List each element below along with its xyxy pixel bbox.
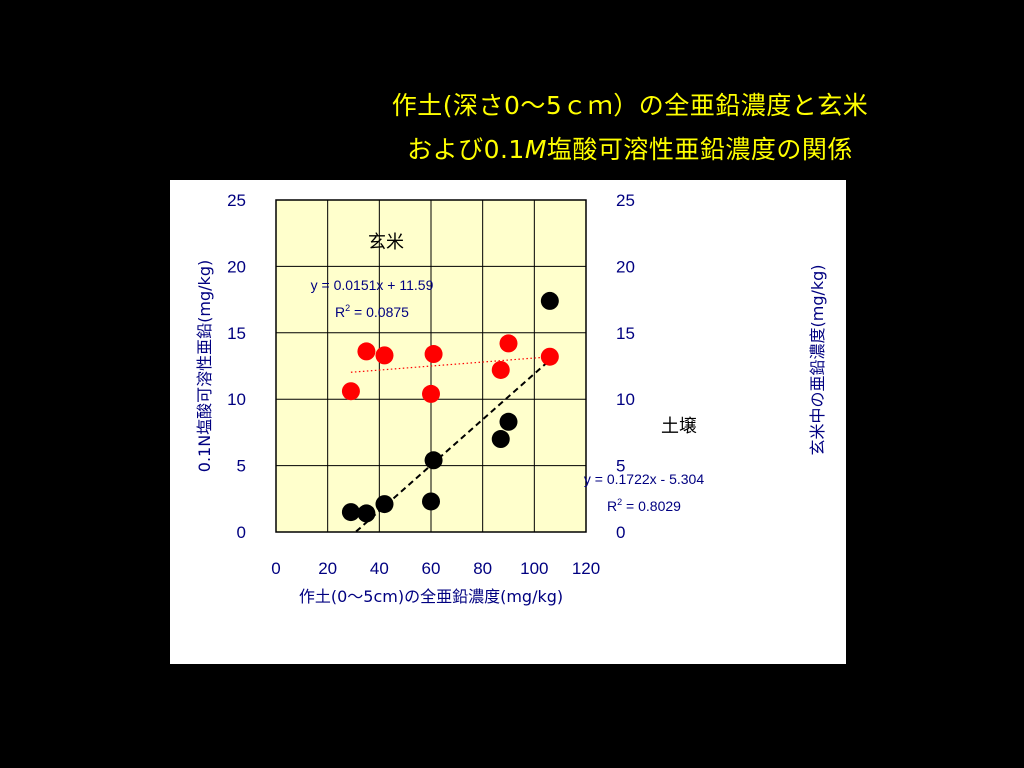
x-tick-label: 60 <box>422 559 441 578</box>
title-line-1: 作土(深さ0〜5ｃｍ）の全亜鉛濃度と玄米 <box>391 91 869 120</box>
point-series-1 <box>424 451 443 470</box>
y-left-tick-label: 15 <box>227 324 246 343</box>
y-right-tick-label: 0 <box>616 523 625 542</box>
point-series-1 <box>540 291 559 310</box>
point-series-0 <box>491 360 510 379</box>
y-right-tick-label: 10 <box>616 390 635 409</box>
chart-panel: 0 20 40 60 80 100 120 0 0 5 5 10 10 15 15 20 20 25 25 作土(0… <box>170 180 846 664</box>
y-right-tick-label: 20 <box>616 257 635 276</box>
data-points <box>341 291 559 523</box>
y-left-tick-label: 20 <box>227 257 246 276</box>
series-label: 玄米 <box>368 232 404 253</box>
title-line-2-part-a: および0.1 <box>407 135 525 164</box>
point-series-1 <box>499 412 518 431</box>
x-tick-label: 100 <box>520 559 548 578</box>
x-tick-label: 40 <box>370 559 389 578</box>
point-series-0 <box>375 346 394 365</box>
y-right-axis-label: 玄米中の亜鉛濃度(mg/kg) <box>808 264 827 455</box>
y-left-tick-label: 10 <box>227 390 246 409</box>
trend-r-squared: R2 = 0.8029 <box>607 497 681 514</box>
y-left-axis-label: 0.1N塩酸可溶性亜鉛(mg/kg) <box>195 260 214 472</box>
scatter-chart: 0 20 40 60 80 100 120 0 0 5 5 10 10 15 15 20 20 25 25 作土(0… <box>195 191 827 606</box>
series-label: 土壌 <box>661 416 697 437</box>
point-series-1 <box>357 504 376 523</box>
title-line-2: および0.1M塩酸可溶性亜鉛濃度の関係 <box>300 128 960 172</box>
trend-r-squared: R2 = 0.0875 <box>335 303 409 320</box>
point-series-0 <box>540 347 559 366</box>
point-series-0 <box>341 382 360 401</box>
trend-equation: y = 0.0151x + 11.59 <box>311 277 434 293</box>
point-series-0 <box>499 334 518 353</box>
tick-labels: 0 20 40 60 80 100 120 0 0 5 5 10 10 15 15 20 20 25 25 <box>227 191 635 578</box>
y-right-tick-label: 5 <box>616 457 625 476</box>
point-series-0 <box>422 384 440 403</box>
y-right-tick-label: 25 <box>616 191 635 210</box>
point-series-1 <box>375 495 394 514</box>
axis-labels: 作土(0〜5cm)の全亜鉛濃度(mg/kg) 0.1N塩酸可溶性亜鉛(mg/kg)… <box>195 260 827 606</box>
y-right-tick-label: 15 <box>616 324 635 343</box>
x-tick-label: 120 <box>572 559 600 578</box>
trend-equation: y = 0.1722x - 5.304 <box>584 471 704 487</box>
x-tick-label: 0 <box>271 559 280 578</box>
y-left-tick-label: 25 <box>227 191 246 210</box>
y-left-tick-label: 5 <box>237 457 246 476</box>
point-series-0 <box>357 342 376 361</box>
title-line-2-part-c: 塩酸可溶性亜鉛濃度の関係 <box>546 135 853 164</box>
annotations: 玄米 y = 0.0151x + 11.59 R2 = 0.0875 土壌 y = 0.… <box>311 232 705 514</box>
slide-title: 作土(深さ0〜5ｃｍ）の全亜鉛濃度と玄米 および0.1M塩酸可溶性亜鉛濃度の関係 <box>300 84 960 172</box>
point-series-1 <box>422 492 440 511</box>
y-left-tick-label: 0 <box>237 523 246 542</box>
point-series-1 <box>491 430 510 449</box>
title-line-2-part-b: M <box>524 135 547 164</box>
x-tick-label: 20 <box>318 559 337 578</box>
point-series-0 <box>424 345 443 364</box>
trendline-0 <box>350 356 550 373</box>
x-tick-label: 80 <box>473 559 492 578</box>
point-series-1 <box>341 503 360 522</box>
x-axis-label: 作土(0〜5cm)の全亜鉛濃度(mg/kg) <box>299 587 563 606</box>
